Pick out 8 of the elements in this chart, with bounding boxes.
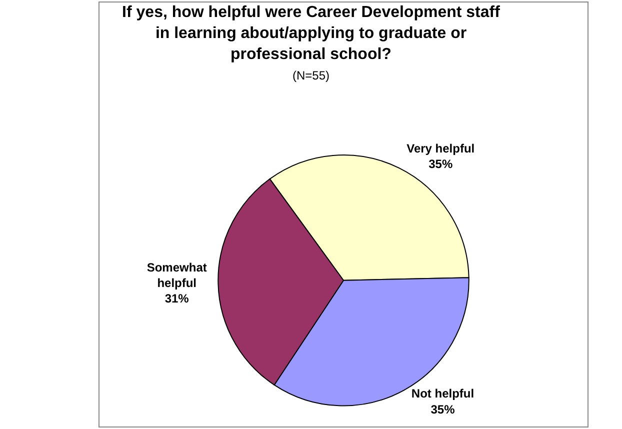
data-label: 35%	[430, 402, 456, 416]
chart-title: If yes, how helpful were Career Development staff in learning about/applying to graduate or professional school?	[122, 4, 501, 63]
slice-label: Very helpful	[406, 141, 475, 156]
data-label: 31%	[164, 292, 190, 306]
slice-label: Somewhat helpful	[146, 260, 207, 290]
data-label: 35%	[428, 156, 453, 171]
chart-subtitle: (N=55)	[292, 68, 330, 83]
slice-label: Not helpful	[411, 386, 474, 401]
